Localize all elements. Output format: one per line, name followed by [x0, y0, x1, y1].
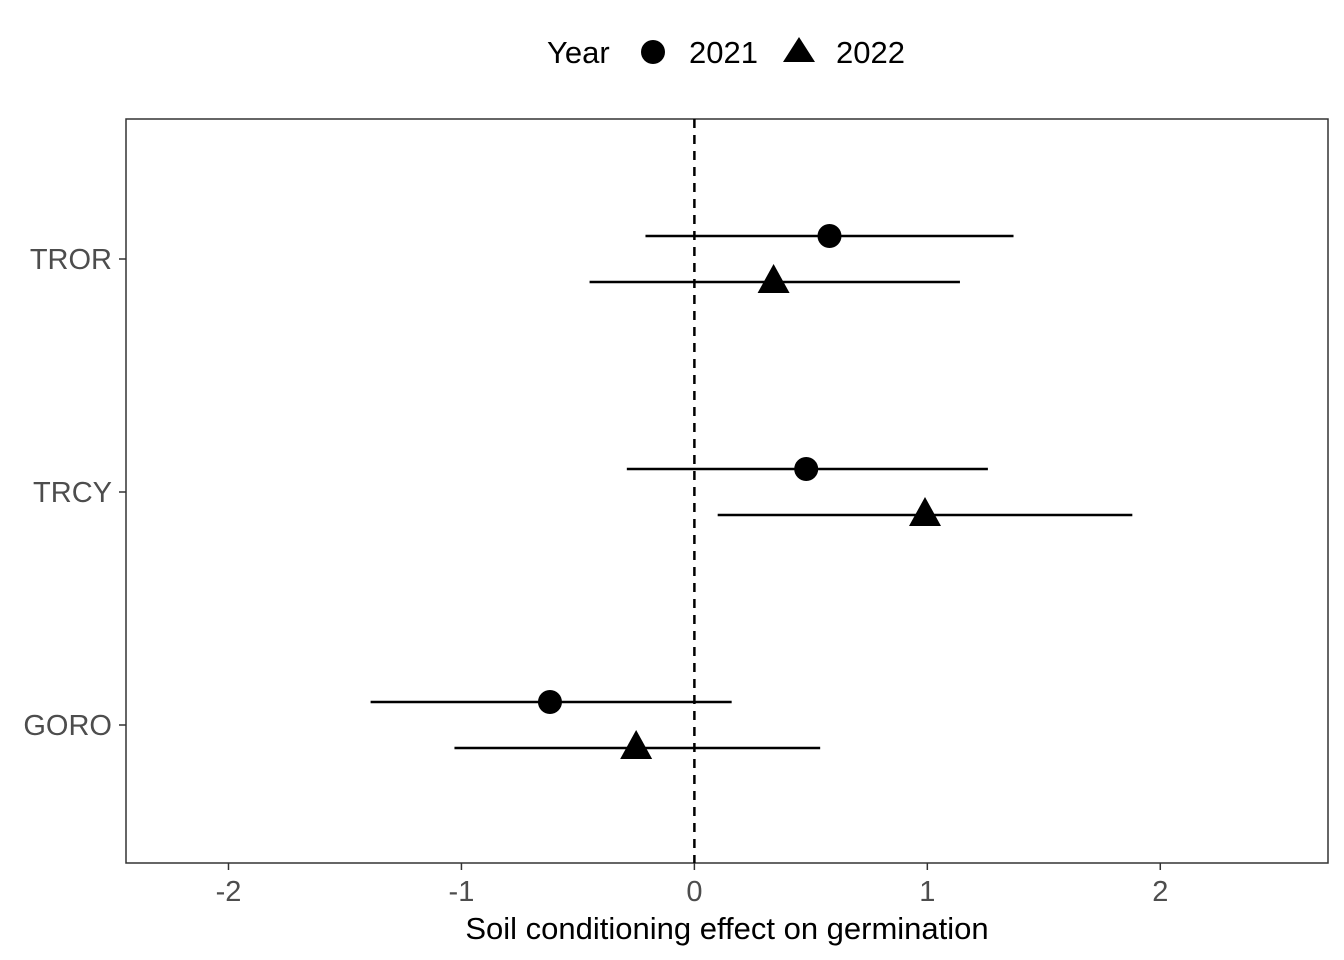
- plot-panel: [125, 118, 1329, 864]
- legend-label-2021: 2021: [689, 35, 758, 70]
- point-tror-2022: [757, 264, 790, 293]
- point-tror-2021: [817, 224, 842, 248]
- x-axis-title: Soil conditioning effect on germination: [465, 911, 988, 946]
- y-axis: TROR TRCY GORO: [23, 244, 126, 742]
- point-trcy-2022: [909, 497, 942, 526]
- point-trcy-2021: [794, 457, 819, 481]
- y-tick-label-goro: GORO: [23, 710, 112, 742]
- x-tick-label: -2: [216, 876, 242, 908]
- data-marks: [370, 224, 1133, 759]
- legend-circle-marker: [641, 40, 665, 64]
- y-tick-label-tror: TROR: [30, 244, 112, 276]
- legend-entry-2021: 2021: [641, 35, 758, 70]
- x-tick-label: 1: [919, 876, 935, 908]
- legend-title: Year: [547, 35, 610, 70]
- y-tick-label-trcy: TRCY: [33, 477, 112, 509]
- x-tick-label: 0: [686, 876, 702, 908]
- x-tick-label: 2: [1152, 876, 1168, 908]
- legend-entry-2022: 2022: [783, 35, 905, 70]
- legend-triangle-marker: [783, 37, 815, 62]
- legend: Year 2021 2022: [547, 35, 905, 70]
- x-axis: -2 -1 0 1 2: [216, 863, 1168, 908]
- legend-label-2022: 2022: [836, 35, 905, 70]
- point-goro-2022: [620, 730, 653, 759]
- point-goro-2021: [537, 690, 562, 714]
- x-tick-label: -1: [449, 876, 475, 908]
